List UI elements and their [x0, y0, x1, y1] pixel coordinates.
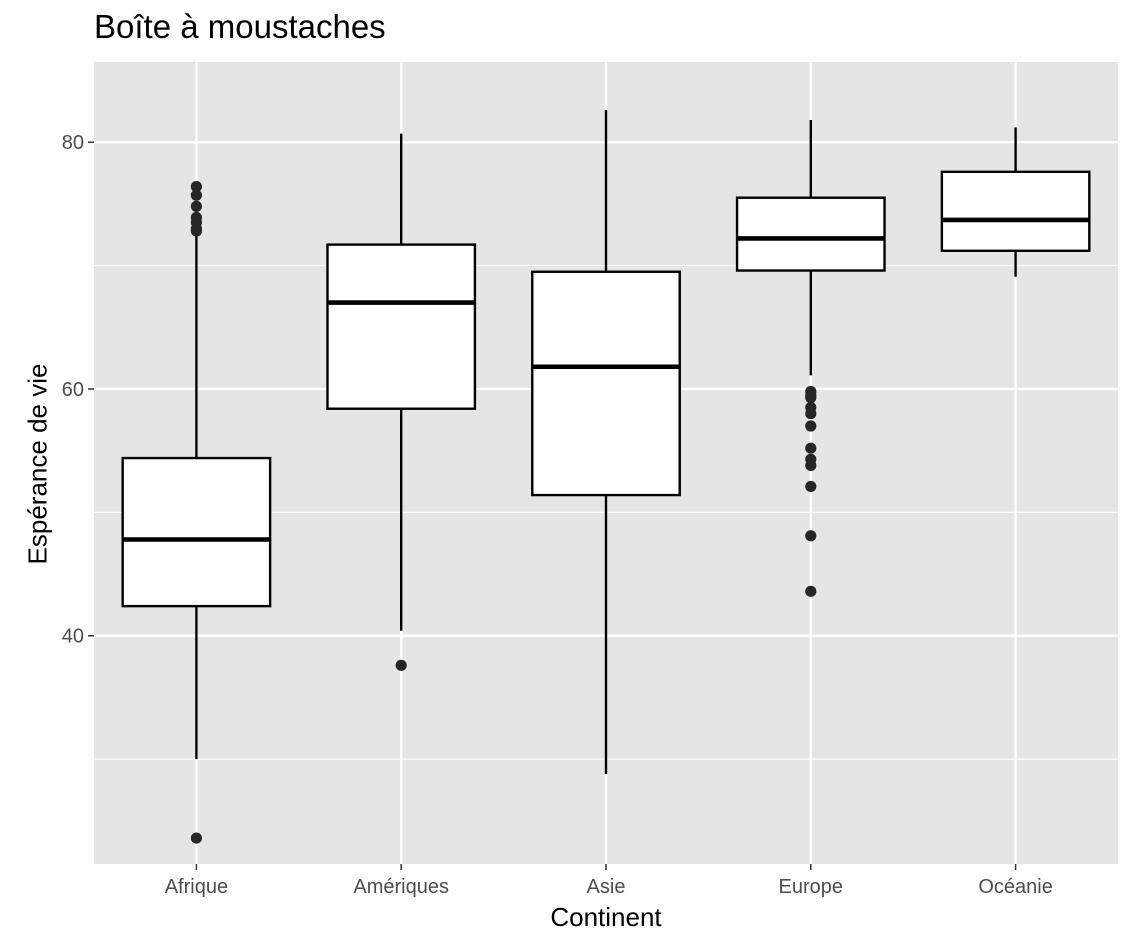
- y-tick-label: 80: [62, 132, 84, 154]
- outlier-point: [190, 189, 202, 201]
- y-tick-label: 40: [62, 626, 84, 648]
- x-tick-label: Amériques: [353, 876, 449, 898]
- outlier-point: [805, 480, 817, 493]
- outlier-point: [805, 442, 817, 454]
- x-tick-label: Asie: [587, 876, 626, 898]
- outlier-point: [805, 459, 817, 472]
- x-tick-label: Afrique: [165, 876, 228, 898]
- outlier-point: [190, 225, 202, 237]
- x-tick-label: Océanie: [978, 876, 1053, 898]
- box-asie: [531, 270, 681, 497]
- box-europe: [735, 196, 886, 272]
- y-axis-title: Espérance de vie: [22, 363, 53, 565]
- chart-title: Boîte à moustaches: [94, 8, 386, 45]
- x-tick-label: Europe: [779, 876, 844, 898]
- y-tick-label: 60: [62, 379, 84, 401]
- outlier-point: [805, 420, 817, 432]
- x-axis-title: Continent: [550, 902, 662, 932]
- box-afrique: [121, 456, 272, 608]
- outlier-point: [805, 585, 817, 597]
- outlier-point: [805, 530, 817, 542]
- outlier-point: [395, 659, 407, 671]
- outlier-point: [190, 832, 202, 844]
- box-amériques: [326, 243, 477, 410]
- outlier-point: [805, 392, 817, 404]
- outlier-point: [190, 200, 202, 212]
- outlier-point: [190, 181, 202, 193]
- outlier-point: [805, 408, 817, 420]
- box-océanie: [940, 170, 1091, 252]
